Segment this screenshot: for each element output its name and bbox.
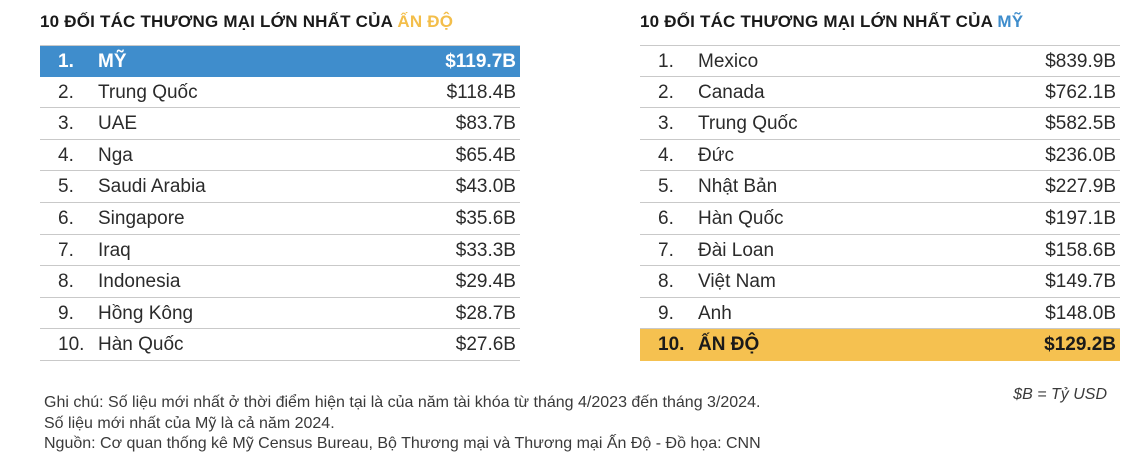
row-value: $83.7B [455, 113, 516, 135]
row-country: Việt Nam [698, 271, 776, 293]
table-row: 2. Trung Quốc $118.4B [40, 77, 520, 109]
table-row: 5. Nhật Bản $227.9B [640, 171, 1120, 203]
row-rank: 1. [658, 51, 674, 72]
row-value: $839.9B [1045, 51, 1116, 72]
table-row: 3. UAE $83.7B [40, 108, 520, 140]
row-country: Saudi Arabia [98, 176, 206, 198]
row-country: Nga [98, 144, 133, 166]
row-rank: 2. [58, 81, 74, 103]
india-partners-panel: 10 ĐỐI TÁC THƯƠNG MẠI LỚN NHẤT CỦA ẤN ĐỘ… [40, 8, 520, 361]
row-value: $65.4B [455, 144, 516, 166]
table-row: 1. Mexico $839.9B [640, 45, 1120, 77]
row-country: Canada [698, 81, 765, 103]
row-rank: 8. [58, 271, 74, 293]
row-value: $119.7B [445, 51, 516, 72]
us-title-accent: MỸ [997, 12, 1024, 31]
row-country: Nhật Bản [698, 176, 778, 198]
table-row: 8. Indonesia $29.4B [40, 266, 520, 298]
table-row: 9. Anh $148.0B [640, 298, 1120, 330]
table-row: 5. Saudi Arabia $43.0B [40, 171, 520, 203]
india-partners-table: 1. MỸ $119.7B 2. Trung Quốc $118.4B 3. UAE $83.7… [40, 45, 520, 361]
table-row: 1. MỸ $119.7B [40, 45, 520, 77]
row-rank: 3. [658, 113, 674, 135]
row-rank: 10. [658, 334, 685, 356]
us-title-prefix: 10 ĐỐI TÁC THƯƠNG MẠI LỚN NHẤT CỦA [640, 12, 998, 31]
row-value: $762.1B [1045, 81, 1116, 103]
row-country: Iraq [98, 239, 131, 261]
row-country: Hàn Quốc [98, 334, 184, 356]
row-value: $29.4B [455, 271, 516, 293]
source-line: Nguồn: Cơ quan thống kê Mỹ Census Bureau… [44, 435, 761, 452]
table-row: 6. Hàn Quốc $197.1B [640, 203, 1120, 235]
row-rank: 7. [58, 239, 74, 261]
footnotes: Ghi chú: Số liệu mới nhất ở thời điểm hi… [44, 393, 761, 455]
table-row: 4. Nga $65.4B [40, 140, 520, 172]
row-value: $35.6B [455, 207, 516, 229]
row-rank: 8. [658, 271, 674, 293]
table-row: 10. Hàn Quốc $27.6B [40, 329, 520, 361]
row-rank: 7. [658, 239, 674, 261]
us-partners-panel: 10 ĐỐI TÁC THƯƠNG MẠI LỚN NHẤT CỦA MỸ 1.… [640, 8, 1120, 361]
row-country: Hàn Quốc [698, 207, 784, 229]
table-row: 3. Trung Quốc $582.5B [640, 108, 1120, 140]
row-country: UAE [98, 113, 138, 135]
row-value: $27.6B [455, 334, 516, 356]
unit-label: $B = Tỷ USD [1013, 386, 1107, 403]
table-row: 7. Đài Loan $158.6B [640, 235, 1120, 267]
india-title-accent: ẤN ĐỘ [397, 12, 454, 31]
row-country: Singapore [98, 207, 185, 229]
row-country: Đức [698, 144, 734, 166]
row-value: $149.7B [1045, 271, 1116, 293]
row-value: $129.2B [1044, 334, 1116, 356]
row-country: Đài Loan [698, 239, 775, 261]
us-table-title: 10 ĐỐI TÁC THƯƠNG MẠI LỚN NHẤT CỦA MỸ [640, 8, 1120, 36]
row-value: $33.3B [455, 239, 516, 261]
row-rank: 10. [58, 334, 85, 356]
table-row: 7. Iraq $33.3B [40, 235, 520, 267]
row-value: $197.1B [1045, 207, 1116, 229]
row-value: $28.7B [455, 302, 516, 324]
table-row: 10. ẤN ĐỘ $129.2B [640, 329, 1120, 361]
row-value: $43.0B [455, 176, 516, 198]
row-country: Indonesia [98, 271, 181, 293]
note-line-1: Ghi chú: Số liệu mới nhất ở thời điểm hi… [44, 394, 761, 411]
us-partners-table: 1. Mexico $839.9B 2. Canada $762.1B 3. Trung Qu… [640, 45, 1120, 361]
row-rank: 1. [58, 51, 74, 72]
table-row: 4. Đức $236.0B [640, 140, 1120, 172]
row-rank: 5. [58, 176, 74, 198]
note-line-2: Số liệu mới nhất của Mỹ là cả năm 2024. [44, 414, 335, 432]
india-title-prefix: 10 ĐỐI TÁC THƯƠNG MẠI LỚN NHẤT CỦA [40, 12, 398, 31]
row-rank: 9. [58, 302, 74, 324]
row-rank: 2. [658, 81, 674, 103]
row-value: $236.0B [1045, 144, 1116, 166]
row-rank: 4. [58, 144, 74, 166]
table-row: 9. Hồng Kông $28.7B [40, 298, 520, 330]
row-value: $158.6B [1045, 239, 1116, 261]
row-country: ẤN ĐỘ [698, 334, 760, 356]
row-value: $118.4B [446, 81, 516, 103]
row-value: $148.0B [1045, 302, 1116, 324]
row-value: $582.5B [1045, 113, 1116, 135]
row-rank: 6. [658, 207, 674, 229]
row-country: MỸ [98, 51, 127, 72]
row-rank: 9. [658, 302, 674, 324]
row-rank: 6. [58, 207, 74, 229]
row-rank: 3. [58, 113, 74, 135]
row-country: Mexico [698, 51, 759, 72]
row-country: Trung Quốc [698, 113, 798, 135]
table-row: 8. Việt Nam $149.7B [640, 266, 1120, 298]
table-row: 6. Singapore $35.6B [40, 203, 520, 235]
row-rank: 4. [658, 144, 674, 166]
row-country: Anh [698, 302, 732, 324]
india-table-title: 10 ĐỐI TÁC THƯƠNG MẠI LỚN NHẤT CỦA ẤN ĐỘ [40, 8, 520, 36]
row-country: Trung Quốc [98, 81, 198, 103]
table-row: 2. Canada $762.1B [640, 77, 1120, 109]
row-country: Hồng Kông [98, 302, 194, 324]
row-rank: 5. [658, 176, 674, 198]
row-value: $227.9B [1045, 176, 1116, 198]
